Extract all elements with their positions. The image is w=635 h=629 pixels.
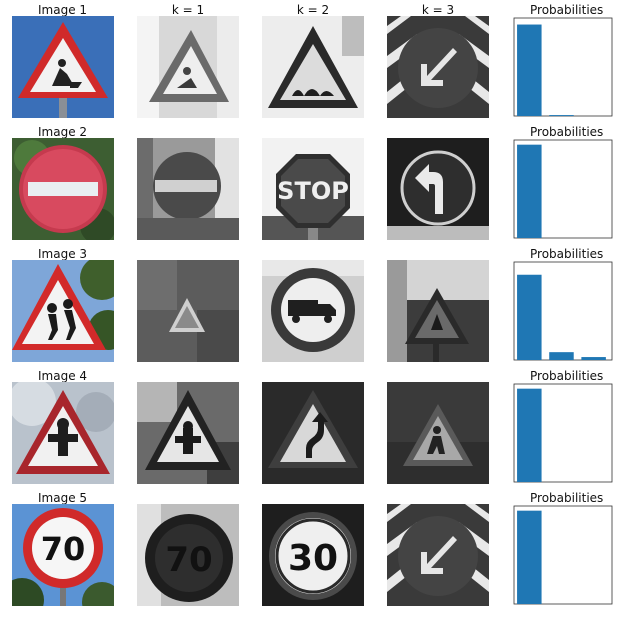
prediction-image: STOP [262,138,364,240]
prediction-image [262,260,364,362]
input-image: 70 [12,504,114,606]
probability-bar [517,389,542,482]
input-image [12,138,114,240]
probability-bar [549,352,574,360]
probabilities-chart-5 [512,504,614,606]
input-image [12,382,114,484]
speed-70-text: 70 [165,540,212,580]
prediction-image [387,138,489,240]
probabilities-title: Probabilities [530,491,603,505]
probability-bar [517,511,542,604]
column-title-k1: k = 1 [137,3,239,17]
image-title: Image 1 [38,3,87,17]
input-image [12,260,114,362]
probabilities-chart-2 [512,138,614,240]
prediction-image [387,260,489,362]
prediction-image [137,260,239,362]
image-title: Image 5 [38,491,87,505]
column-title-k3: k = 3 [387,3,489,17]
probability-bar [549,115,574,116]
probabilities-title: Probabilities [530,247,603,261]
image-title: Image 4 [38,369,87,383]
probabilities-chart-1 [512,16,614,118]
probabilities-chart-3 [512,260,614,362]
prediction-image [137,16,239,118]
prediction-image [262,382,364,484]
prediction-image [262,16,364,118]
image-title: Image 3 [38,247,87,261]
probabilities-title: Probabilities [530,3,603,17]
probabilities-title: Probabilities [530,125,603,139]
speed-30-text: 30 [288,538,338,579]
prediction-image: 70 [137,504,239,606]
stop-sign-text: STOP [277,177,349,205]
probability-bar [581,357,606,360]
input-image [12,16,114,118]
prediction-image [137,382,239,484]
prediction-image [387,382,489,484]
column-title-k2: k = 2 [262,3,364,17]
prediction-image: 30 [262,504,364,606]
probabilities-chart-4 [512,382,614,484]
prediction-image [137,138,239,240]
probability-bar [517,25,542,116]
probabilities-title: Probabilities [530,369,603,383]
probability-bar [517,275,542,360]
prediction-image [387,16,489,118]
speed-70-text: 70 [41,530,86,568]
probability-bar [517,145,542,238]
image-title: Image 2 [38,125,87,139]
prediction-image [387,504,489,606]
